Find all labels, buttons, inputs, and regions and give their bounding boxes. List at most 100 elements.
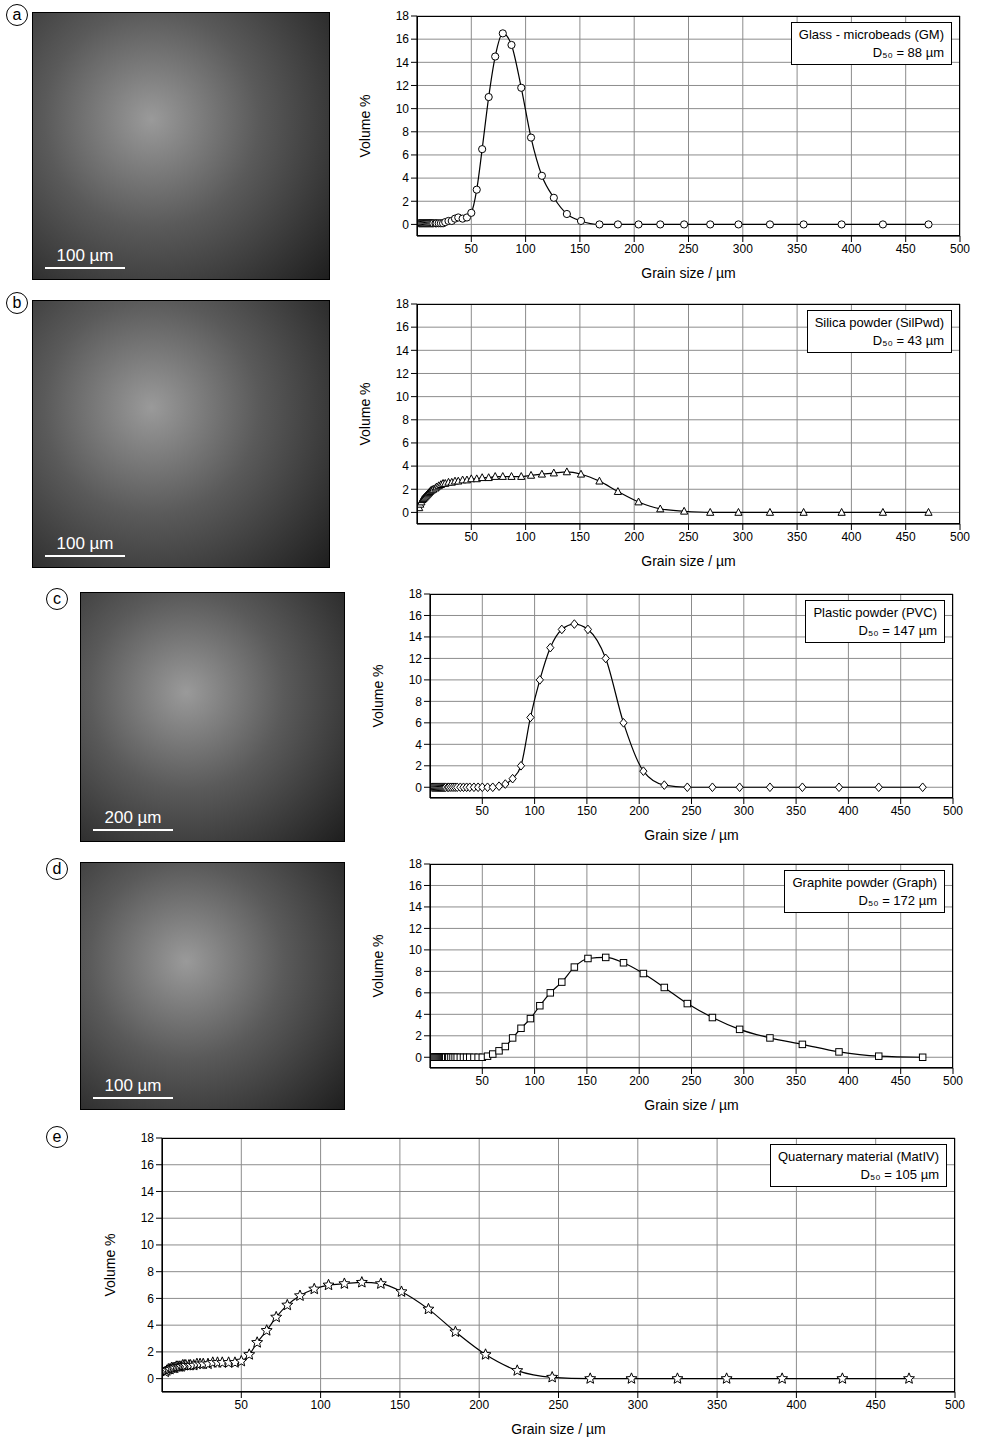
svg-text:6: 6: [415, 986, 422, 1000]
svg-text:16: 16: [396, 32, 410, 46]
svg-text:0: 0: [402, 218, 409, 232]
svg-text:Grain size / µm: Grain size / µm: [641, 553, 735, 569]
svg-text:200: 200: [629, 804, 649, 818]
svg-text:400: 400: [841, 242, 861, 256]
svg-text:300: 300: [733, 242, 753, 256]
svg-text:350: 350: [707, 1398, 727, 1412]
svg-text:150: 150: [577, 804, 597, 818]
svg-text:2: 2: [402, 483, 409, 497]
svg-text:8: 8: [402, 413, 409, 427]
svg-text:4: 4: [402, 459, 409, 473]
svg-text:450: 450: [891, 804, 911, 818]
svg-text:18: 18: [396, 297, 410, 311]
svg-text:18: 18: [409, 857, 423, 871]
svg-text:Volume %: Volume %: [102, 1233, 118, 1296]
svg-text:8: 8: [415, 965, 422, 979]
svg-text:12: 12: [396, 367, 410, 381]
svg-text:Grain size / µm: Grain size / µm: [511, 1421, 605, 1437]
svg-text:14: 14: [396, 344, 410, 358]
svg-text:100: 100: [516, 242, 536, 256]
svg-text:0: 0: [415, 781, 422, 795]
svg-text:2: 2: [415, 759, 422, 773]
svg-text:50: 50: [476, 1074, 490, 1088]
svg-text:200: 200: [624, 530, 644, 544]
svg-text:250: 250: [678, 242, 698, 256]
svg-text:4: 4: [415, 1008, 422, 1022]
svg-text:500: 500: [943, 804, 963, 818]
svg-text:Volume %: Volume %: [357, 94, 373, 157]
svg-text:450: 450: [891, 1074, 911, 1088]
svg-text:12: 12: [396, 79, 410, 93]
svg-text:18: 18: [141, 1131, 155, 1145]
svg-text:2: 2: [402, 195, 409, 209]
svg-text:400: 400: [841, 530, 861, 544]
svg-text:250: 250: [548, 1398, 568, 1412]
svg-text:50: 50: [476, 804, 490, 818]
svg-text:14: 14: [396, 56, 410, 70]
svg-text:4: 4: [402, 171, 409, 185]
svg-text:2: 2: [147, 1345, 154, 1359]
svg-text:10: 10: [396, 390, 410, 404]
svg-text:8: 8: [147, 1265, 154, 1279]
svg-text:100: 100: [525, 1074, 545, 1088]
svg-text:6: 6: [402, 436, 409, 450]
svg-text:50: 50: [465, 530, 479, 544]
svg-text:16: 16: [396, 320, 410, 334]
svg-text:4: 4: [415, 738, 422, 752]
svg-text:50: 50: [465, 242, 479, 256]
svg-text:450: 450: [896, 242, 916, 256]
svg-text:500: 500: [950, 530, 970, 544]
svg-text:250: 250: [681, 804, 701, 818]
svg-text:150: 150: [577, 1074, 597, 1088]
svg-text:8: 8: [415, 695, 422, 709]
svg-text:100: 100: [516, 530, 536, 544]
svg-text:18: 18: [409, 587, 423, 601]
svg-text:0: 0: [402, 506, 409, 520]
svg-text:8: 8: [402, 125, 409, 139]
svg-text:450: 450: [866, 1398, 886, 1412]
svg-text:10: 10: [396, 102, 410, 116]
svg-text:6: 6: [415, 716, 422, 730]
svg-text:250: 250: [678, 530, 698, 544]
svg-text:300: 300: [734, 1074, 754, 1088]
svg-text:500: 500: [950, 242, 970, 256]
svg-text:50: 50: [235, 1398, 249, 1412]
svg-text:6: 6: [147, 1292, 154, 1306]
svg-text:Volume %: Volume %: [357, 382, 373, 445]
svg-text:14: 14: [409, 900, 423, 914]
svg-text:10: 10: [141, 1238, 155, 1252]
svg-text:350: 350: [787, 242, 807, 256]
svg-text:Volume %: Volume %: [370, 664, 386, 727]
svg-text:2: 2: [415, 1029, 422, 1043]
svg-text:Grain size / µm: Grain size / µm: [644, 827, 738, 843]
svg-text:10: 10: [409, 673, 423, 687]
svg-text:300: 300: [733, 530, 753, 544]
svg-text:16: 16: [409, 609, 423, 623]
svg-text:0: 0: [147, 1372, 154, 1386]
svg-text:400: 400: [838, 804, 858, 818]
svg-text:Grain size / µm: Grain size / µm: [644, 1097, 738, 1113]
svg-text:Volume %: Volume %: [370, 934, 386, 997]
svg-text:16: 16: [409, 879, 423, 893]
svg-text:200: 200: [469, 1398, 489, 1412]
svg-text:350: 350: [787, 530, 807, 544]
svg-text:16: 16: [141, 1158, 155, 1172]
svg-text:150: 150: [570, 530, 590, 544]
svg-text:400: 400: [786, 1398, 806, 1412]
svg-text:18: 18: [396, 9, 410, 23]
svg-text:Grain size / µm: Grain size / µm: [641, 265, 735, 281]
svg-text:400: 400: [838, 1074, 858, 1088]
svg-text:150: 150: [570, 242, 590, 256]
svg-text:250: 250: [681, 1074, 701, 1088]
svg-text:500: 500: [945, 1398, 965, 1412]
svg-text:12: 12: [141, 1211, 155, 1225]
svg-text:100: 100: [525, 804, 545, 818]
svg-text:350: 350: [786, 1074, 806, 1088]
svg-text:4: 4: [147, 1318, 154, 1332]
svg-text:450: 450: [896, 530, 916, 544]
svg-text:300: 300: [628, 1398, 648, 1412]
svg-text:0: 0: [415, 1051, 422, 1065]
svg-text:150: 150: [390, 1398, 410, 1412]
svg-text:10: 10: [409, 943, 423, 957]
svg-text:14: 14: [409, 630, 423, 644]
